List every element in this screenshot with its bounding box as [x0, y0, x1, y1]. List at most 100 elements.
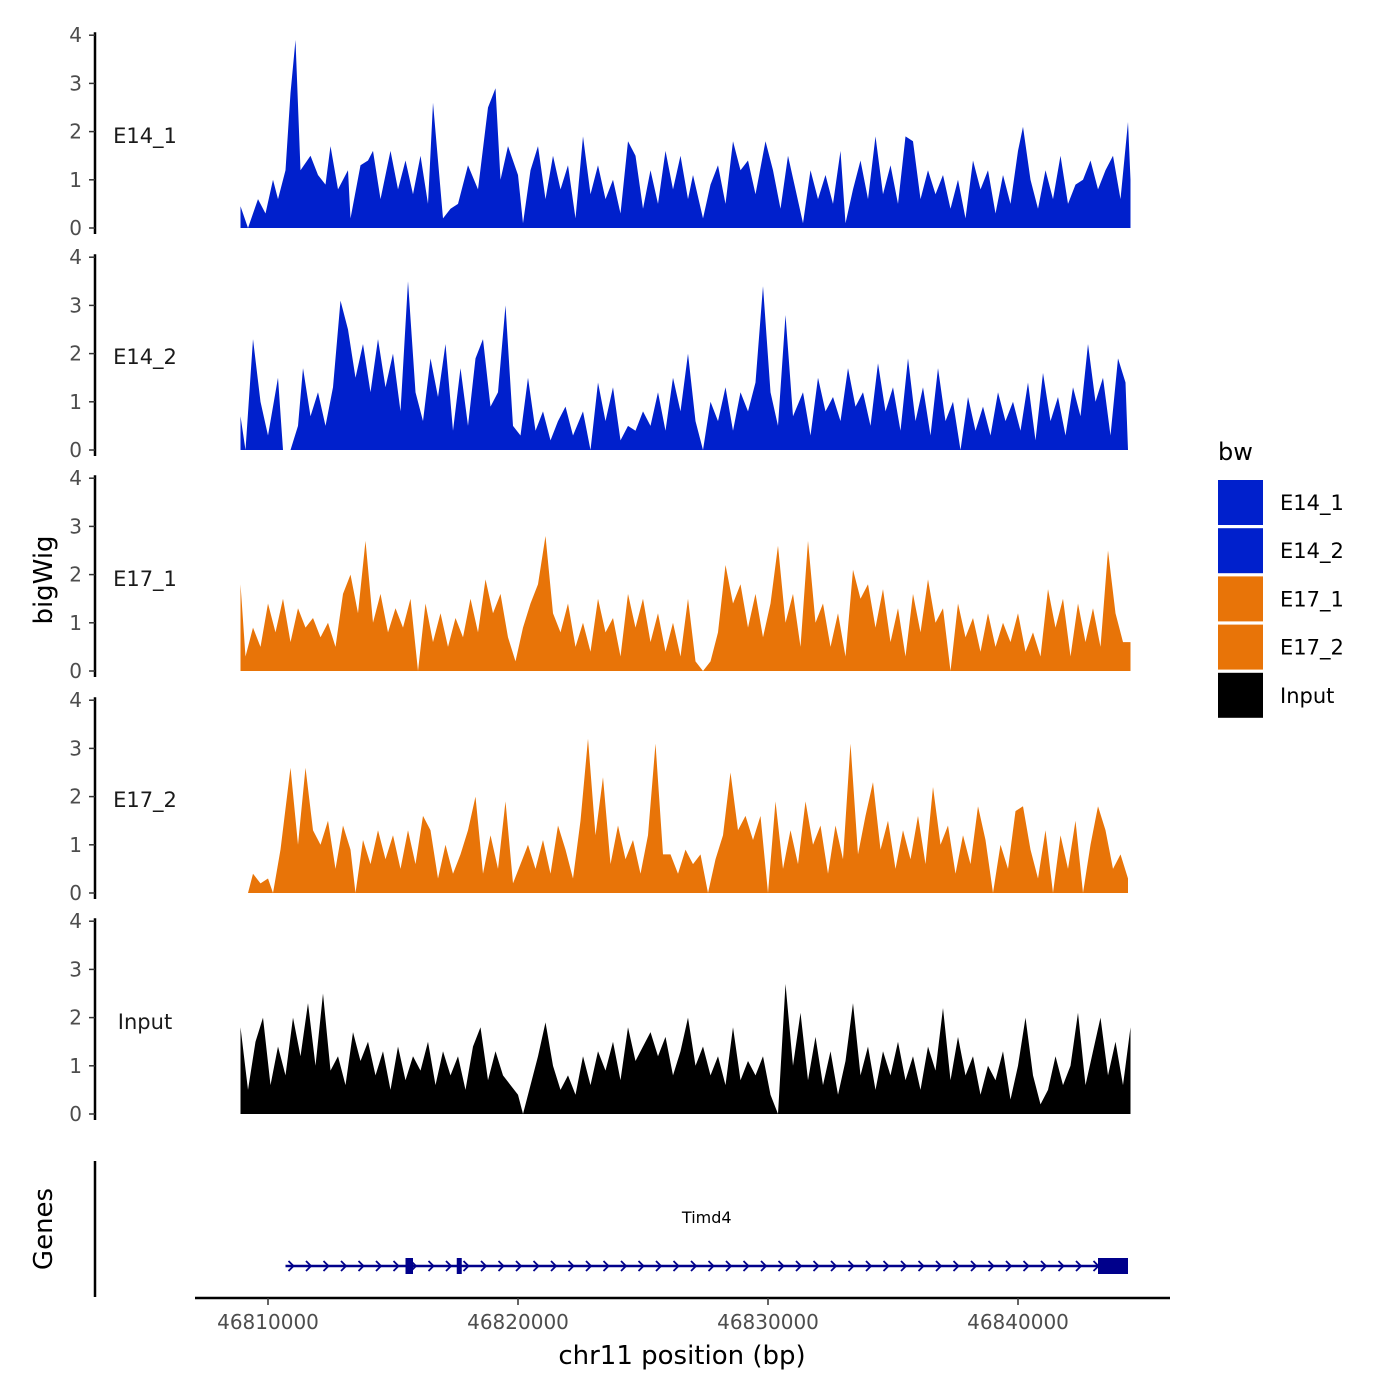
- strand-arrow: [620, 1260, 628, 1272]
- legend-swatch-E14_1: [1218, 480, 1263, 525]
- strand-arrow: [375, 1260, 383, 1272]
- track-label-E14_2: E14_2: [113, 345, 177, 370]
- y-tick-label: 2: [69, 1006, 82, 1030]
- strand-arrow: [830, 1260, 838, 1272]
- strand-arrow: [952, 1260, 960, 1272]
- strand-arrow: [322, 1260, 330, 1272]
- strand-arrow: [427, 1260, 435, 1272]
- strand-arrow: [1022, 1260, 1030, 1272]
- strand-arrow: [602, 1260, 610, 1272]
- signal-tracks: 0 1 2 3 4 E14_1 0 1 2 3 4 E14_2 0 1 2 3 4 E17_1 0 1 2 3 4 E17_2…: [69, 23, 1131, 1126]
- strand-arrow: [340, 1260, 348, 1272]
- track-label-E17_1: E17_1: [113, 567, 177, 592]
- y-tick-label: 3: [69, 293, 82, 317]
- x-tick-label: 46830000: [717, 1310, 819, 1334]
- area-E14_1: [240, 40, 1131, 228]
- strand-arrow: [882, 1260, 890, 1272]
- y-tick-label: 3: [69, 71, 82, 95]
- strand-arrow: [1057, 1260, 1065, 1272]
- track-label-E17_2: E17_2: [113, 788, 177, 813]
- strand-arrow: [900, 1260, 908, 1272]
- track-label-Input: Input: [118, 1010, 172, 1034]
- strand-arrow: [777, 1260, 785, 1272]
- legend-label-E14_2: E14_2: [1280, 539, 1344, 564]
- y-tick-label: 4: [69, 688, 82, 712]
- strand-arrow: [795, 1260, 803, 1272]
- strand-arrow: [305, 1260, 313, 1272]
- y-tick-label: 1: [69, 833, 82, 857]
- y-axis-title: bigWig: [29, 535, 59, 624]
- strand-arrow: [637, 1260, 645, 1272]
- y-tick-label: 2: [69, 785, 82, 809]
- strand-arrow: [1075, 1260, 1083, 1272]
- legend-label-E17_2: E17_2: [1280, 636, 1344, 661]
- strand-arrow: [865, 1260, 873, 1272]
- strand-arrow: [935, 1260, 943, 1272]
- strand-arrow: [742, 1260, 750, 1272]
- strand-arrow: [480, 1260, 488, 1272]
- strand-arrow: [392, 1260, 400, 1272]
- strand-arrow: [445, 1260, 453, 1272]
- strand-arrow: [287, 1260, 295, 1272]
- y-tick-label: 0: [69, 216, 82, 240]
- y-tick-label: 1: [69, 390, 82, 414]
- legend-swatch-Input: [1218, 672, 1263, 718]
- area-E17_1: [240, 536, 1131, 671]
- x-axis-title: chr11 position (bp): [558, 1341, 805, 1371]
- legend-title: bw: [1218, 438, 1253, 466]
- gene-exon: [405, 1258, 413, 1274]
- y-tick-label: 2: [69, 563, 82, 587]
- legend-swatch-E17_1: [1218, 576, 1263, 622]
- track-E14_1: 0 1 2 3 4 E14_1: [69, 23, 1131, 240]
- y-tick-label: 4: [69, 909, 82, 933]
- area-Input: [240, 983, 1131, 1114]
- strand-arrow: [1005, 1260, 1013, 1272]
- track-E14_2: 0 1 2 3 4 E14_2: [69, 245, 1128, 462]
- strand-arrow: [707, 1260, 715, 1272]
- y-tick-label: 3: [69, 514, 82, 538]
- x-axis: 46810000 46820000 46830000 46840000: [195, 1296, 1170, 1334]
- area-E17_2: [248, 738, 1128, 893]
- x-tick-label: 46820000: [467, 1310, 569, 1334]
- y-tick-label: 2: [69, 120, 82, 144]
- y-tick-label: 4: [69, 23, 82, 47]
- legend-swatch-E14_2: [1218, 528, 1263, 574]
- y-tick-label: 1: [69, 1054, 82, 1078]
- y-tick-label: 0: [69, 438, 82, 462]
- y-tick-label: 4: [69, 245, 82, 269]
- track-E17_2: 0 1 2 3 4 E17_2: [69, 688, 1128, 905]
- strand-arrow: [725, 1260, 733, 1272]
- legend-swatch-E17_2: [1218, 624, 1263, 670]
- y-tick-label: 0: [69, 1102, 82, 1126]
- strand-arrow: [970, 1260, 978, 1272]
- strand-arrow: [497, 1260, 505, 1272]
- strand-arrow: [462, 1260, 470, 1272]
- track-label-E14_1: E14_1: [113, 124, 177, 149]
- strand-arrow: [357, 1260, 365, 1272]
- strand-arrow: [672, 1260, 680, 1272]
- gene-exon: [1098, 1258, 1128, 1274]
- legend: bw E14_1 E14_2 E17_1 E17_2 Input: [1218, 438, 1344, 718]
- x-tick-label: 46840000: [967, 1310, 1069, 1334]
- strand-arrow: [1040, 1260, 1048, 1272]
- legend-label-Input: Input: [1280, 684, 1334, 708]
- track-Input: 0 1 2 3 4 Input: [69, 909, 1131, 1126]
- strand-arrow: [812, 1260, 820, 1272]
- legend-label-E14_1: E14_1: [1280, 491, 1344, 516]
- y-tick-label: 2: [69, 342, 82, 366]
- strand-arrow: [515, 1260, 523, 1272]
- strand-arrow: [917, 1260, 925, 1272]
- strand-arrow: [987, 1260, 995, 1272]
- y-tick-label: 3: [69, 736, 82, 760]
- x-tick-label: 46810000: [217, 1310, 319, 1334]
- legend-label-E17_1: E17_1: [1280, 587, 1344, 612]
- y-tick-label: 1: [69, 611, 82, 635]
- y-tick-label: 3: [69, 957, 82, 981]
- y-tick-label: 0: [69, 659, 82, 683]
- gene-track: Timd4: [93, 1161, 1128, 1297]
- strand-arrow: [585, 1260, 593, 1272]
- strand-arrow: [567, 1260, 575, 1272]
- strand-arrow: [655, 1260, 663, 1272]
- strand-arrow: [847, 1260, 855, 1272]
